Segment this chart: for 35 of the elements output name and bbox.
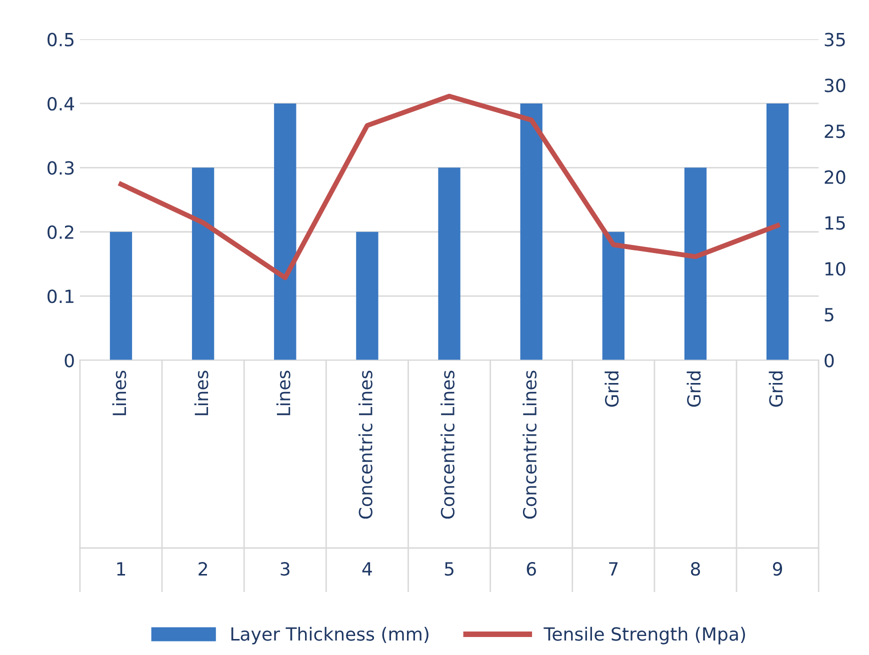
bar bbox=[192, 168, 214, 360]
bar bbox=[684, 168, 707, 360]
category-label: Grid 9 bbox=[768, 372, 783, 576]
y-tick-label: 0.3 bbox=[48, 161, 74, 175]
y-tick-label: 0.4 bbox=[48, 96, 74, 111]
category-label: Lines 1 bbox=[112, 370, 126, 576]
bar bbox=[766, 103, 789, 360]
bar bbox=[602, 232, 624, 360]
y-tick-label: 0.1 bbox=[48, 290, 74, 304]
category-label: Lines 3 bbox=[276, 370, 290, 576]
bar bbox=[274, 103, 296, 360]
y2-tick-label: 35 bbox=[824, 32, 845, 46]
category-label: Grid 7 bbox=[604, 372, 619, 576]
y2-tick-label: 25 bbox=[824, 124, 845, 138]
y2-tick-label: 10 bbox=[825, 262, 846, 276]
bar bbox=[438, 168, 460, 360]
y2-tick-label: 0 bbox=[824, 354, 834, 368]
category-label: Concentric Lines 4 bbox=[358, 370, 372, 576]
y-tick-label: 0 bbox=[64, 354, 74, 368]
line-series bbox=[118, 94, 780, 280]
bar bbox=[356, 232, 378, 360]
category-label: Concentric Lines 5 bbox=[440, 370, 455, 576]
y-tick-label: 0.2 bbox=[48, 225, 74, 239]
legend-label: Tensile Strength (Mpa) bbox=[544, 626, 745, 644]
category-label: Concentric Lines 6 bbox=[522, 370, 537, 576]
y2-tick-label: 20 bbox=[824, 170, 846, 184]
bar bbox=[110, 232, 132, 360]
y2-tick-label: 15 bbox=[825, 216, 845, 230]
y2-tick-label: 30 bbox=[824, 78, 846, 92]
y-tick-label: 0.5 bbox=[48, 32, 74, 46]
y2-tick-label: 5 bbox=[824, 308, 834, 322]
category-label: Lines 2 bbox=[194, 370, 208, 576]
category-label: Grid 8 bbox=[686, 372, 701, 576]
legend-label: Layer Thickness (mm) bbox=[231, 626, 428, 644]
bar bbox=[520, 103, 542, 360]
